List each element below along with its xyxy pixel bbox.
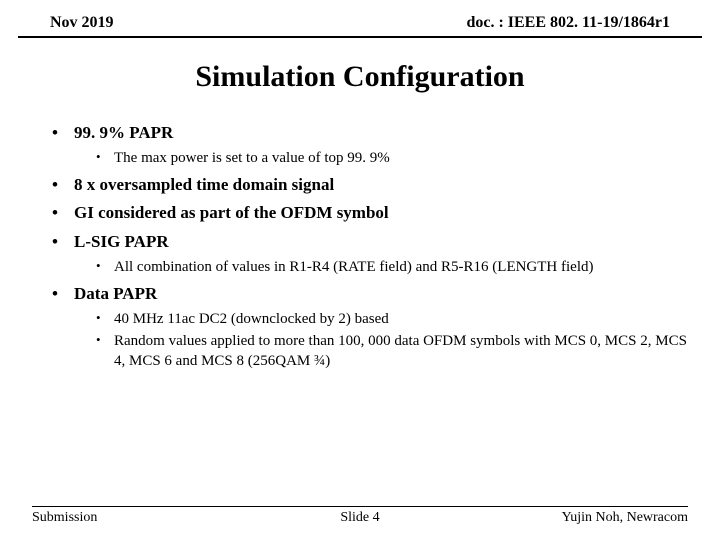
slide-content: 99. 9% PAPR The max power is set to a va…: [0, 94, 720, 372]
sub-bullet-item: Random values applied to more than 100, …: [96, 331, 690, 372]
slide-title: Simulation Configuration: [0, 60, 720, 94]
sub-bullet-item: The max power is set to a value of top 9…: [96, 148, 690, 168]
footer-divider: [32, 506, 688, 507]
bullet-text: GI considered as part of the OFDM symbol: [74, 203, 389, 222]
header-doc-id: doc. : IEEE 802. 11-19/1864r1: [466, 14, 670, 32]
footer-left: Submission: [32, 510, 251, 526]
sub-bullet-list: The max power is set to a value of top 9…: [74, 148, 690, 168]
footer-slide-number: Slide 4: [251, 510, 470, 526]
bullet-list: 99. 9% PAPR The max power is set to a va…: [30, 122, 690, 372]
bullet-item: L-SIG PAPR All combination of values in …: [52, 231, 690, 277]
bullet-text: 8 x oversampled time domain signal: [74, 175, 334, 194]
sub-bullet-item: 40 MHz 11ac DC2 (downclocked by 2) based: [96, 309, 690, 329]
bullet-item: 8 x oversampled time domain signal: [52, 174, 690, 196]
bullet-text: L-SIG PAPR: [74, 232, 169, 251]
footer-row: Submission Slide 4 Yujin Noh, Newracom: [18, 510, 702, 526]
bullet-text: 99. 9% PAPR: [74, 123, 173, 142]
slide-header: Nov 2019 doc. : IEEE 802. 11-19/1864r1: [18, 0, 702, 38]
sub-bullet-list: All combination of values in R1-R4 (RATE…: [74, 257, 690, 277]
slide-footer: Submission Slide 4 Yujin Noh, Newracom: [18, 506, 702, 526]
header-date: Nov 2019: [50, 14, 114, 32]
sub-bullet-item: All combination of values in R1-R4 (RATE…: [96, 257, 690, 277]
bullet-item: 99. 9% PAPR The max power is set to a va…: [52, 122, 690, 168]
bullet-text: Data PAPR: [74, 284, 157, 303]
bullet-item: GI considered as part of the OFDM symbol: [52, 202, 690, 224]
sub-bullet-list: 40 MHz 11ac DC2 (downclocked by 2) based…: [74, 309, 690, 372]
bullet-item: Data PAPR 40 MHz 11ac DC2 (downclocked b…: [52, 283, 690, 372]
footer-author: Yujin Noh, Newracom: [469, 510, 688, 526]
